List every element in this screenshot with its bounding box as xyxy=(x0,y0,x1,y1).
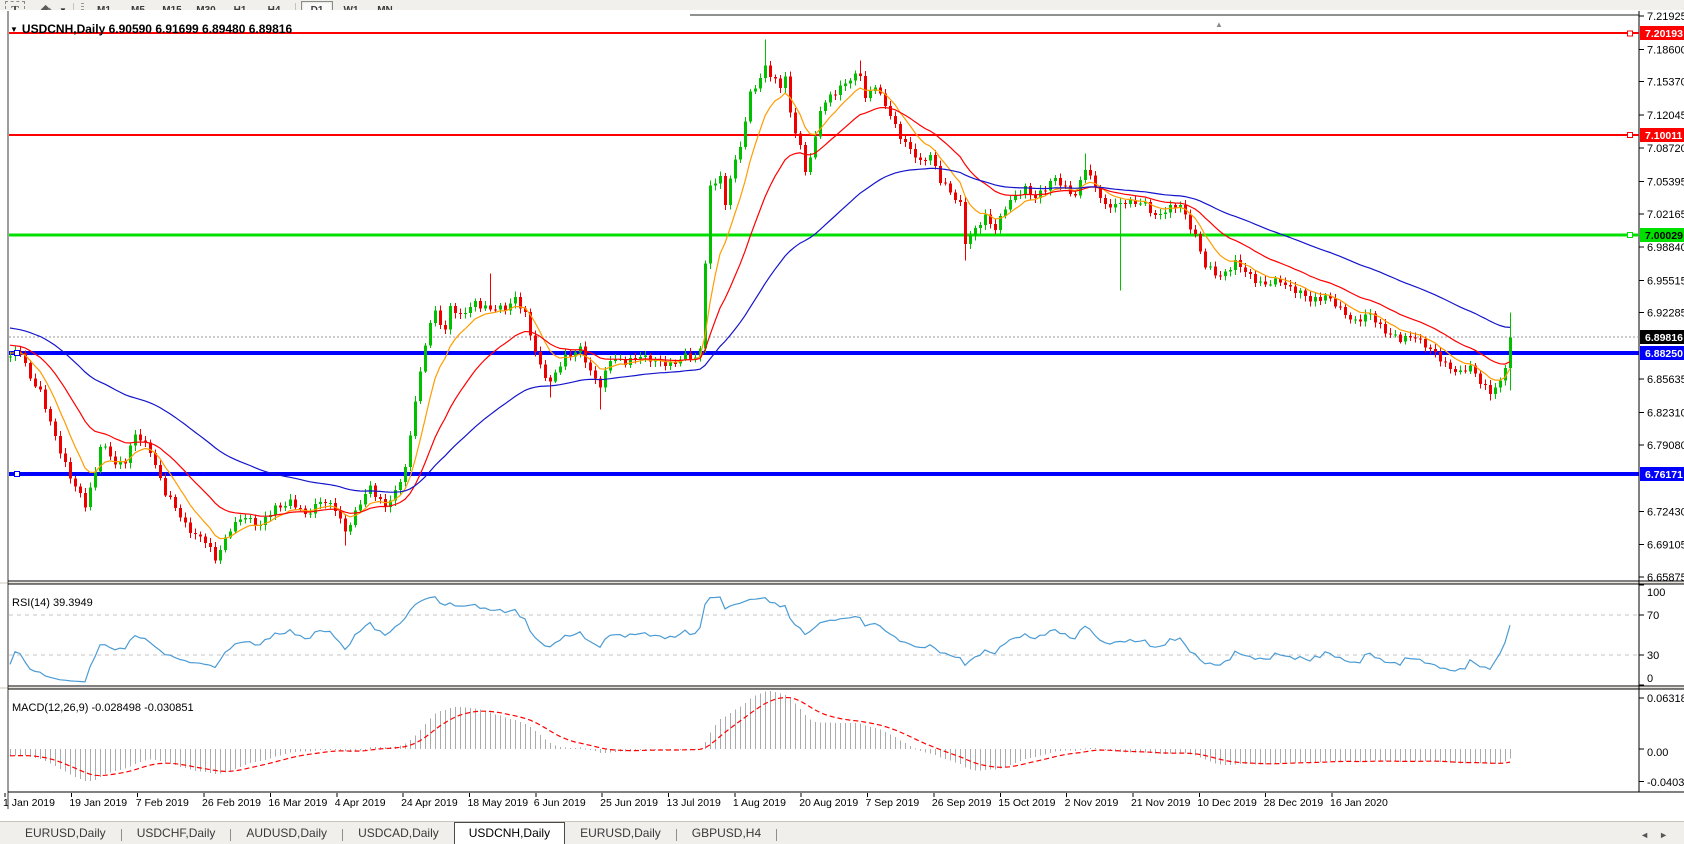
svg-text:10 Dec 2019: 10 Dec 2019 xyxy=(1197,797,1257,809)
tab-usdcnh-daily-active[interactable]: USDCNH,Daily xyxy=(453,822,566,844)
svg-text:6 Jun 2019: 6 Jun 2019 xyxy=(534,797,586,809)
tab-scroll-arrows[interactable]: ◄► xyxy=(1640,830,1678,840)
chart-dropdown-icon[interactable]: ▼ xyxy=(10,25,18,34)
svg-text:6.76171: 6.76171 xyxy=(1645,469,1683,481)
svg-text:7.08720: 7.08720 xyxy=(1647,143,1684,155)
macd-indicator-label: MACD(12,26,9) -0.028498 -0.030851 xyxy=(12,702,194,714)
svg-text:7.20193: 7.20193 xyxy=(1645,28,1683,40)
svg-text:6.69105: 6.69105 xyxy=(1647,540,1684,552)
tab-audusd-daily[interactable]: AUDUSD,Daily xyxy=(246,826,328,840)
tab-usdcad-daily[interactable]: USDCAD,Daily xyxy=(358,826,439,840)
scroll-marker-icon: ▲ xyxy=(1215,20,1223,29)
svg-text:6.92285: 6.92285 xyxy=(1647,308,1684,320)
svg-text:7 Feb 2019: 7 Feb 2019 xyxy=(136,797,189,809)
svg-text:6.85635: 6.85635 xyxy=(1647,374,1684,386)
svg-text:25 Jun 2019: 25 Jun 2019 xyxy=(600,797,658,809)
svg-text:0.063184: 0.063184 xyxy=(1647,693,1684,705)
tab-eurusd-daily-1[interactable]: EURUSD,Daily xyxy=(25,826,106,840)
svg-text:18 May 2019: 18 May 2019 xyxy=(467,797,528,809)
svg-text:6.72430: 6.72430 xyxy=(1647,506,1684,518)
svg-text:1 Jan 2019: 1 Jan 2019 xyxy=(3,797,55,809)
svg-text:6.79080: 6.79080 xyxy=(1647,440,1684,452)
svg-text:70: 70 xyxy=(1647,610,1659,622)
svg-text:4 Apr 2019: 4 Apr 2019 xyxy=(335,797,386,809)
svg-text:0.00: 0.00 xyxy=(1647,747,1668,759)
rsi-indicator-label: RSI(14) 39.3949 xyxy=(12,597,93,609)
svg-text:6.95515: 6.95515 xyxy=(1647,275,1684,287)
svg-text:28 Dec 2019: 28 Dec 2019 xyxy=(1264,797,1324,809)
svg-text:16 Mar 2019: 16 Mar 2019 xyxy=(268,797,327,809)
svg-text:100: 100 xyxy=(1647,587,1665,599)
svg-text:2 Nov 2019: 2 Nov 2019 xyxy=(1065,797,1119,809)
tab-gbpusd-h4[interactable]: GBPUSD,H4 xyxy=(691,826,762,840)
svg-text:21 Nov 2019: 21 Nov 2019 xyxy=(1131,797,1191,809)
svg-text:-0.040355: -0.040355 xyxy=(1647,777,1684,789)
svg-text:26 Feb 2019: 26 Feb 2019 xyxy=(202,797,261,809)
svg-text:7.15370: 7.15370 xyxy=(1647,77,1684,89)
chart-canvas[interactable]: 7.21925 7.18600 7.15370 7.12045 7.08720 7.053… xyxy=(0,0,1684,824)
svg-text:13 Jul 2019: 13 Jul 2019 xyxy=(667,797,721,809)
svg-text:7.12045: 7.12045 xyxy=(1647,110,1684,122)
svg-text:6.89816: 6.89816 xyxy=(1645,332,1683,344)
svg-text:24 Apr 2019: 24 Apr 2019 xyxy=(401,797,458,809)
svg-text:7.00029: 7.00029 xyxy=(1645,230,1683,242)
chart-title: ▼ USDCNH,Daily 6.90590 6.91699 6.89480 6.… xyxy=(10,22,293,36)
tab-usdchf-daily[interactable]: USDCHF,Daily xyxy=(136,826,216,840)
svg-text:7.21925: 7.21925 xyxy=(1647,11,1684,23)
svg-text:6.65875: 6.65875 xyxy=(1647,572,1684,584)
svg-text:7.10011: 7.10011 xyxy=(1645,130,1683,142)
svg-text:6.88250: 6.88250 xyxy=(1645,348,1683,360)
svg-text:19 Jan 2019: 19 Jan 2019 xyxy=(69,797,127,809)
svg-text:20 Aug 2019: 20 Aug 2019 xyxy=(799,797,858,809)
svg-text:6.82310: 6.82310 xyxy=(1647,408,1684,420)
svg-text:1 Aug 2019: 1 Aug 2019 xyxy=(733,797,786,809)
tab-eurusd-daily-2[interactable]: EURUSD,Daily xyxy=(580,826,661,840)
svg-text:16 Jan 2020: 16 Jan 2020 xyxy=(1330,797,1388,809)
svg-text:30: 30 xyxy=(1647,650,1659,662)
svg-text:7.02165: 7.02165 xyxy=(1647,209,1684,221)
svg-text:7.18600: 7.18600 xyxy=(1647,44,1684,56)
svg-text:26 Sep 2019: 26 Sep 2019 xyxy=(932,797,992,809)
svg-text:7.05395: 7.05395 xyxy=(1647,176,1684,188)
svg-text:15 Oct 2019: 15 Oct 2019 xyxy=(998,797,1055,809)
svg-text:0: 0 xyxy=(1647,673,1653,685)
chart-tab-bar: EURUSD,Daily USDCHF,Daily AUDUSD,Daily U… xyxy=(0,821,1684,844)
svg-text:7 Sep 2019: 7 Sep 2019 xyxy=(866,797,920,809)
svg-text:6.98840: 6.98840 xyxy=(1647,242,1684,254)
